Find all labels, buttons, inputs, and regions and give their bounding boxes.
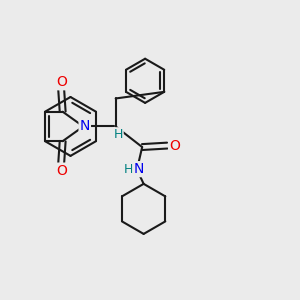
Text: O: O (56, 164, 67, 178)
Text: N: N (134, 162, 144, 176)
Text: H: H (113, 128, 123, 141)
Text: O: O (169, 139, 180, 153)
Text: N: N (80, 119, 90, 134)
Text: O: O (56, 75, 67, 89)
Text: H: H (123, 163, 133, 176)
